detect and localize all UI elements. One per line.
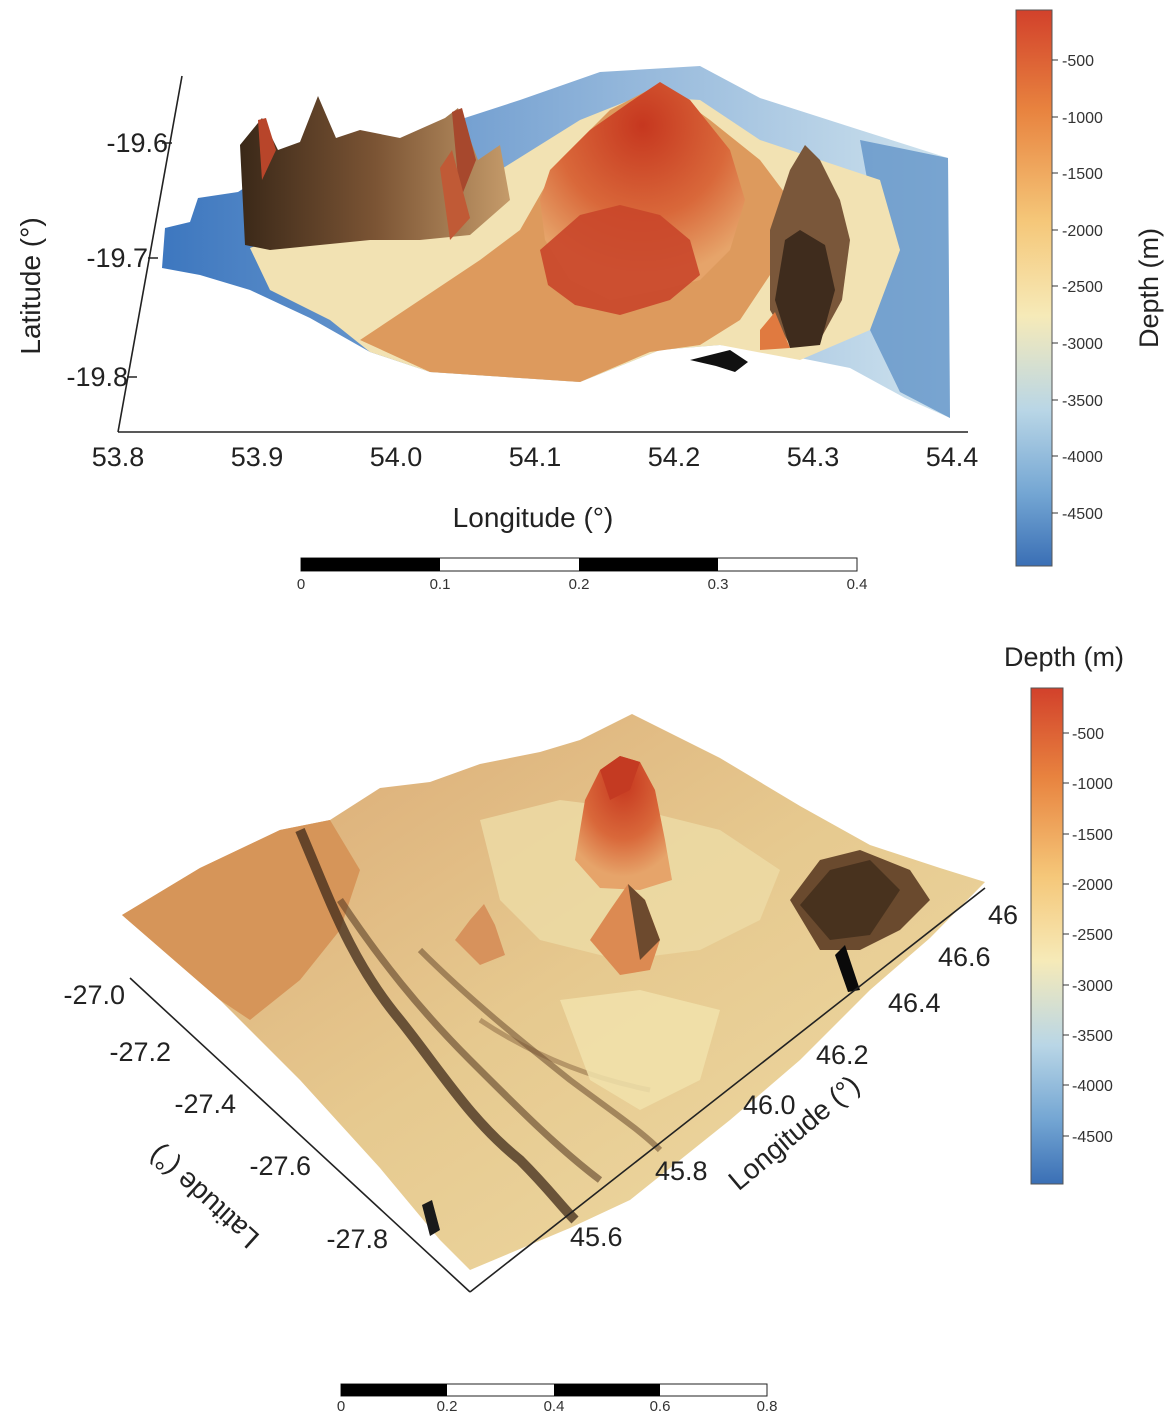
- panel2-lon-tick: 45.8: [655, 1156, 708, 1186]
- panel2-lon-tick: 46.4: [888, 988, 941, 1018]
- panel2-lon-tick: 45.6: [570, 1222, 623, 1252]
- panel2-colorbar-tick: -3000: [1072, 978, 1113, 995]
- panel1-scale-bar: 0 0.1 0.2 0.3 0.4: [297, 557, 868, 593]
- panel2-scale-tick: 0: [337, 1398, 345, 1414]
- panel1-lon-tick: 53.9: [231, 442, 284, 472]
- panel1-colorbar-tick: -1500: [1062, 166, 1103, 183]
- panel1-colorbar-tick: -500: [1062, 53, 1094, 70]
- panel2-lon-tick: 46.0: [743, 1090, 796, 1120]
- panel2-colorbar: Depth (m) -500 -1000 -1500 -2000 -2500 -…: [1004, 642, 1124, 1185]
- panel1-scale-tick: 0.3: [708, 576, 729, 593]
- panel1-lat-tick: -19.6: [106, 128, 168, 158]
- panel1-colorbar: -500 -1000 -1500 -2000 -2500 -3000 -3500…: [1015, 9, 1164, 567]
- panel1-x-axis-label: Longitude (°): [453, 502, 614, 533]
- panel1-y-axis-label: Latitude (°): [15, 217, 46, 354]
- panel1-colorbar-tick: -3000: [1062, 336, 1103, 353]
- panel2-y-axis-label: Latitude (°): [142, 1140, 265, 1255]
- panel2-colorbar-tick: -1500: [1072, 827, 1113, 844]
- panel2-colorbar-tick: -2000: [1072, 877, 1113, 894]
- panel2-scale-tick: 0.6: [650, 1398, 671, 1414]
- panel1-lon-tick: 54.4: [926, 442, 979, 472]
- panel2-scale-tick: 0.2: [437, 1398, 458, 1414]
- panel1-lat-tick: -19.8: [66, 362, 128, 392]
- panel1-colorbar-tick: -4500: [1062, 506, 1103, 523]
- panel2-colorbar-tick: -2500: [1072, 927, 1113, 944]
- panel2-lon-ticks: 45.6 45.8 46.0 46.2 46.4 46.6 46: [570, 900, 1018, 1252]
- panel1-lon-tick: 54.3: [787, 442, 840, 472]
- panel1-colorbar-tick: -2000: [1062, 223, 1103, 240]
- panel-1: -19.6 -19.7 -19.8 53.8 53.9 54.0 54.1 54…: [15, 9, 1164, 593]
- panel2-lat-tick: -27.0: [63, 980, 125, 1010]
- panel1-lat-axis: [117, 75, 183, 433]
- panel1-lon-tick: 54.0: [370, 442, 423, 472]
- panel2-lat-axis: [129, 977, 471, 1293]
- panel2-terrain-surface: [122, 714, 985, 1270]
- panel1-terrain-surface: [162, 66, 950, 418]
- panel2-colorbar-tick: -500: [1072, 726, 1104, 743]
- panel2-lon-tick: 46.2: [816, 1040, 869, 1070]
- panel1-scale-tick: 0.1: [430, 576, 451, 593]
- panel2-scale-tick: 0.8: [757, 1398, 778, 1414]
- panel1-colorbar-tick: -2500: [1062, 279, 1103, 296]
- panel1-lon-tick: 54.1: [509, 442, 562, 472]
- panel2-lon-tick: 46.6: [938, 942, 991, 972]
- panel2-scale-tick: 0.4: [544, 1398, 565, 1414]
- panel2-scale-bar: 0 0.2 0.4 0.6 0.8: [337, 1383, 778, 1414]
- panel1-lon-tick: 54.2: [648, 442, 701, 472]
- panel2-colorbar-tick: -4000: [1072, 1078, 1113, 1095]
- panel2-lon-axis: [469, 887, 986, 1293]
- panel-2: -27.0 -27.2 -27.4 -27.6 -27.8 45.6 45.8 …: [63, 642, 1124, 1414]
- panel1-lat-tick: -19.7: [86, 243, 148, 273]
- panel1-lat-ticks: -19.6 -19.7 -19.8: [66, 128, 172, 392]
- panel1-scale-tick: 0.4: [847, 576, 868, 593]
- panel2-lat-tick: -27.8: [326, 1224, 388, 1254]
- panel1-scale-tick: 0: [297, 576, 305, 593]
- panel1-lon-tick: 53.8: [92, 442, 145, 472]
- panel1-lon-ticks: 53.8 53.9 54.0 54.1 54.2 54.3 54.4: [92, 442, 979, 472]
- panel1-colorbar-tick: -3500: [1062, 393, 1103, 410]
- panel1-colorbar-tick: -1000: [1062, 110, 1103, 127]
- panel2-colorbar-tick: -4500: [1072, 1129, 1113, 1146]
- panel1-colorbar-tick: -4000: [1062, 449, 1103, 466]
- panel2-colorbar-tick: -1000: [1072, 776, 1113, 793]
- panel2-lat-tick: -27.4: [174, 1089, 236, 1119]
- panel2-lon-tick: 46: [988, 900, 1018, 930]
- panel2-lat-ticks: -27.0 -27.2 -27.4 -27.6 -27.8: [63, 980, 388, 1254]
- panel1-scale-tick: 0.2: [569, 576, 590, 593]
- panel1-colorbar-title: Depth (m): [1134, 228, 1164, 348]
- panel2-lat-tick: -27.2: [109, 1037, 171, 1067]
- panel2-colorbar-tick: -3500: [1072, 1028, 1113, 1045]
- panel2-lat-tick: -27.6: [249, 1151, 311, 1181]
- panel2-colorbar-title: Depth (m): [1004, 642, 1124, 672]
